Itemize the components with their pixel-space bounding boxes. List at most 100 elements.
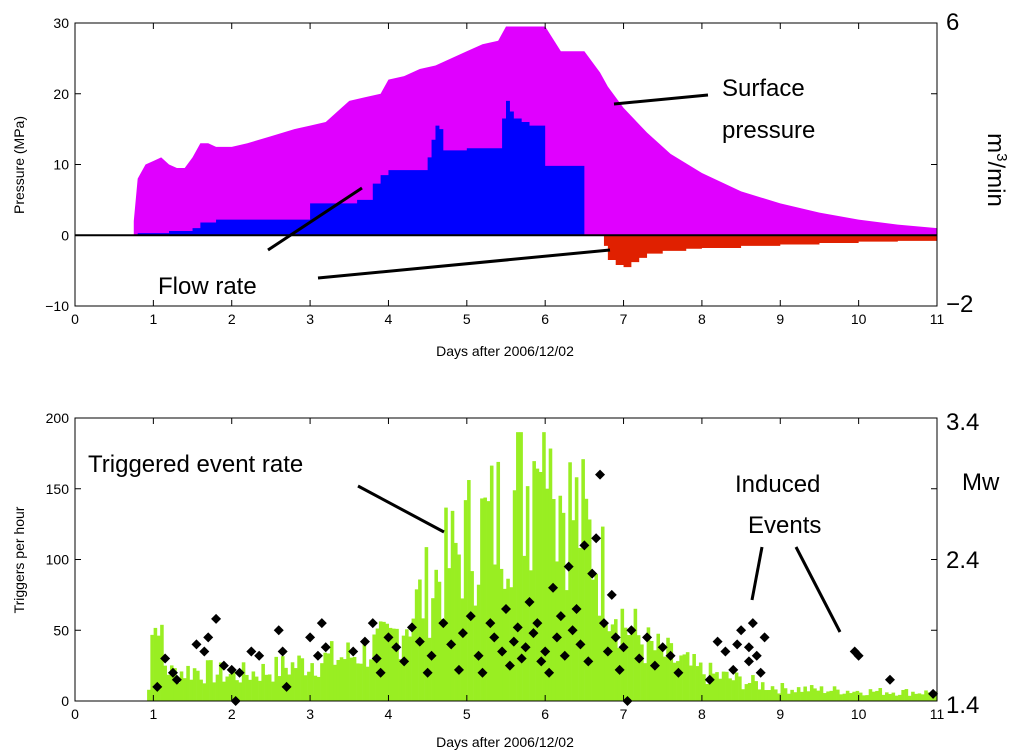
trigger-rate-bar: [685, 652, 690, 701]
trigger-rate-bar: [225, 676, 230, 701]
x-tick-label: 2: [228, 706, 236, 722]
induced-event-marker: [226, 664, 237, 675]
induced-event-marker: [281, 681, 292, 692]
induced-event-marker: [453, 664, 464, 675]
induced-event-marker: [626, 625, 637, 636]
induced-event-marker: [571, 604, 582, 615]
trigger-rate-bar: [512, 490, 517, 701]
trigger-rate-bar: [310, 663, 314, 701]
induced-event-marker: [928, 688, 939, 699]
trigger-rate-bar: [274, 656, 279, 701]
induced-event-marker: [504, 660, 515, 671]
trigger-rate-bar: [424, 547, 429, 701]
induced-event-marker: [602, 646, 613, 657]
trigger-rate-bar: [150, 634, 154, 701]
induced-event-markers: [152, 469, 939, 706]
induced-event-marker: [371, 653, 382, 664]
trigger-rate-bar: [894, 695, 899, 701]
trigger-rate-bar: [254, 676, 259, 701]
y-tick-label: 200: [46, 410, 70, 426]
trigger-rate-bar: [538, 471, 543, 701]
trigger-rate-bar: [695, 666, 700, 701]
trigger-rate-bar: [356, 663, 360, 701]
trigger-rate-bar: [362, 639, 367, 701]
right-axis-label-sup: 3: [993, 153, 1010, 161]
induced-event-marker: [642, 632, 653, 643]
trigger-rate-bar: [891, 692, 896, 701]
trigger-rate-bar: [783, 688, 788, 701]
trigger-rate-bar: [486, 501, 491, 701]
induced-event-marker: [712, 636, 723, 647]
trigger-rate-bar: [933, 691, 938, 701]
trigger-rate-bar: [382, 621, 386, 701]
trigger-rate-bar: [728, 678, 732, 701]
trigger-rate-bar: [614, 619, 618, 701]
trigger-rate-bar: [463, 500, 468, 701]
trigger-rate-bar: [643, 663, 647, 701]
induced-event-marker: [540, 646, 551, 657]
trigger-rate-bar: [470, 571, 474, 701]
induced-event-marker: [501, 604, 511, 615]
trigger-rate-bar: [832, 686, 837, 701]
trigger-rate-bar: [473, 605, 478, 701]
trigger-rate-bar: [676, 661, 680, 701]
trigger-rate-bar: [548, 448, 553, 701]
induced-event-marker: [273, 625, 284, 636]
induced-events-label-line2: Events: [748, 512, 821, 539]
trigger-rate-bar: [326, 653, 331, 701]
induced-event-marker: [465, 611, 476, 622]
trigger-rate-bar: [228, 673, 233, 701]
trigger-rate-bar: [431, 598, 435, 701]
trigger-rate-bar: [806, 691, 811, 701]
x-tick-label: 3: [306, 706, 314, 722]
trigger-rate-bar: [839, 694, 843, 701]
trigger-rate-bar: [630, 627, 634, 701]
induced-event-marker: [579, 540, 590, 551]
trigger-rate-bar: [731, 680, 736, 701]
x-tick-label: 11: [930, 311, 945, 327]
trigger-rate-bar: [421, 618, 425, 701]
trigger-rate-bar: [535, 468, 540, 701]
induced-event-marker: [211, 613, 222, 624]
induced-event-marker: [751, 650, 762, 661]
trigger-rate-bar: [744, 684, 749, 701]
induced-event-marker: [485, 618, 496, 629]
trigger-rate-bar: [698, 662, 703, 701]
induced-event-marker: [512, 622, 523, 633]
trigger-rate-bar: [261, 663, 265, 701]
trigger-rate-bar: [437, 581, 442, 701]
trigger-rate-bar: [156, 635, 161, 701]
induced-event-marker: [348, 646, 359, 657]
trigger-rate-bar: [166, 674, 171, 701]
induced-event-marker: [171, 674, 182, 685]
trigger-rate-bar: [597, 615, 602, 701]
trigger-rate-bar: [705, 683, 710, 701]
y-axis-label: Triggers per hour: [11, 506, 27, 613]
induced-event-marker: [414, 636, 425, 647]
trigger-rate-bar: [920, 694, 925, 701]
induced-event-marker: [657, 642, 668, 653]
induced-event-marker: [595, 469, 606, 480]
x-axis-label: Days after 2006/12/02: [436, 343, 574, 359]
induced-event-marker: [426, 650, 437, 661]
induced-event-marker: [610, 632, 621, 643]
x-ticks: 0 1 2 3 4 5 6 7 8 9 10 11: [71, 418, 944, 722]
induced-event-marker: [497, 646, 508, 657]
trigger-rate-bar: [578, 547, 582, 701]
induced-event-marker: [254, 650, 265, 661]
trigger-rate-bar: [440, 619, 445, 701]
induced-event-marker: [728, 664, 739, 675]
trigger-rate-bar: [551, 499, 556, 701]
induced-event-marker: [555, 611, 566, 622]
induced-event-marker: [312, 650, 323, 661]
trigger-rate-bar: [600, 526, 605, 701]
induced-event-marker: [743, 642, 754, 653]
trigger-rate-panel: 0 1 2 3 4 5 6 7 8 9 10 11 0 50 100 150 200 Days after 2…: [11, 409, 1000, 750]
y-tick-label: 0: [61, 227, 69, 243]
trigger-rate-bar: [702, 674, 706, 701]
flow-rate-label: Flow rate: [158, 273, 257, 300]
trigger-rate-bar: [192, 668, 197, 701]
x-tick-label: 11: [930, 706, 945, 722]
induced-event-marker: [391, 642, 402, 653]
trigger-rate-bar: [160, 624, 164, 701]
